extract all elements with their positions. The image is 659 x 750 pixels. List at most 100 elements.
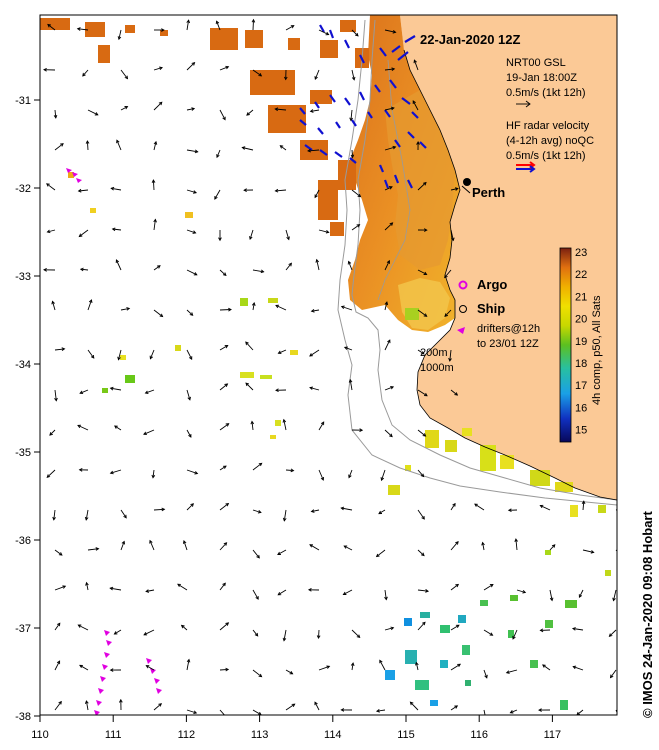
- current-vector-head: [193, 710, 198, 715]
- current-vector: [384, 260, 390, 271]
- current-vector: [384, 107, 395, 111]
- current-vector: [351, 189, 361, 198]
- model-legend-line-2: 19-Jan 18:00Z: [506, 72, 577, 84]
- current-vector-head: [512, 635, 516, 640]
- current-vector: [152, 469, 155, 478]
- y-tick-label: -38: [15, 711, 31, 723]
- current-vector-head: [62, 585, 67, 589]
- current-vector: [613, 589, 617, 601]
- current-vector-head: [187, 396, 191, 401]
- current-vector: [186, 189, 197, 194]
- drifters-legend-line-1: drifters@12h: [477, 323, 540, 335]
- current-vector: [450, 663, 461, 671]
- current-vector: [275, 189, 287, 192]
- model-legend-line-3: 0.5m/s (1kt 12h): [506, 87, 585, 99]
- current-vector: [120, 509, 127, 519]
- current-vector-head: [618, 717, 621, 720]
- current-vector-head: [258, 462, 263, 467]
- drifters-legend-line-2: to 23/01 12Z: [477, 338, 539, 350]
- current-vector-head: [193, 272, 198, 276]
- current-vector: [153, 508, 165, 511]
- x-tick-label: 111: [105, 729, 122, 741]
- current-vector: [219, 668, 229, 671]
- current-vector-head: [51, 300, 55, 305]
- current-vector: [54, 143, 64, 151]
- current-vector: [549, 544, 556, 551]
- current-vector: [483, 709, 486, 715]
- current-vector: [413, 60, 419, 71]
- colorbar-tick-label: 20: [575, 314, 587, 326]
- current-vector: [186, 469, 198, 475]
- current-vector-head: [275, 304, 280, 309]
- current-vector-head: [286, 236, 290, 241]
- current-vector: [309, 387, 320, 391]
- current-vector-head: [225, 65, 230, 70]
- current-vector-head: [186, 658, 191, 663]
- current-vector-head: [115, 259, 120, 264]
- current-vector-head: [340, 708, 345, 712]
- current-vector-head: [277, 551, 281, 555]
- current-vector: [318, 229, 329, 233]
- current-vector-head: [214, 195, 218, 200]
- y-tick-label: -37: [15, 623, 31, 635]
- current-vector-head: [85, 140, 90, 144]
- current-vector: [252, 629, 259, 637]
- current-vector: [351, 629, 361, 638]
- colorbar-tick-label: 16: [575, 402, 587, 414]
- current-vector-head: [123, 514, 127, 519]
- drifter-tracks: [66, 168, 162, 715]
- current-vector-head: [153, 218, 157, 223]
- current-vector: [115, 259, 122, 271]
- current-vector: [417, 389, 428, 397]
- current-vector: [186, 503, 194, 511]
- current-vector-head: [52, 516, 56, 521]
- current-vector: [118, 349, 122, 360]
- current-vector-head: [539, 628, 544, 633]
- current-vector-head: [572, 665, 577, 670]
- argo-label: Argo: [477, 277, 507, 292]
- current-vector-head: [448, 357, 452, 362]
- current-vector-head: [423, 313, 428, 317]
- current-vector-head: [444, 313, 449, 317]
- current-vector-head: [182, 540, 187, 544]
- colorbar-caption: 4h comp, p50, All Sats: [591, 295, 603, 405]
- current-vector-head: [326, 665, 331, 669]
- current-vector-head: [455, 624, 460, 629]
- argo-symbol: [458, 280, 468, 290]
- current-vector: [219, 465, 227, 471]
- current-vector-head: [274, 107, 279, 112]
- current-vector-head: [223, 542, 228, 546]
- current-vector: [384, 627, 394, 631]
- current-vector-head: [255, 596, 259, 600]
- current-vector: [384, 339, 391, 351]
- current-vector-head: [246, 112, 250, 116]
- current-vector-head: [243, 188, 247, 192]
- current-vector-head: [190, 503, 194, 507]
- current-vector-head: [275, 388, 279, 393]
- current-vector-head: [415, 661, 419, 666]
- current-vector: [145, 389, 155, 394]
- current-vector: [450, 584, 459, 591]
- current-vector-head: [113, 631, 118, 635]
- current-vector: [417, 182, 427, 191]
- current-vector-head: [251, 301, 256, 306]
- current-vector: [77, 424, 89, 431]
- current-vector: [450, 229, 454, 241]
- current-vector-head: [309, 386, 314, 390]
- current-vector: [177, 583, 188, 591]
- current-vector-head: [216, 154, 220, 159]
- current-vector: [181, 625, 188, 631]
- current-vector-head: [60, 143, 64, 147]
- current-vector: [410, 701, 419, 711]
- current-vector-head: [457, 663, 462, 668]
- current-vector-head: [618, 553, 621, 556]
- current-vector: [450, 503, 456, 511]
- current-vector-head: [343, 545, 348, 549]
- current-vector-head: [309, 544, 314, 548]
- y-tick-label: -34: [15, 359, 31, 371]
- sst-scatter-yellow: [68, 172, 419, 439]
- current-vector: [149, 349, 155, 359]
- current-vector-head: [538, 708, 542, 712]
- current-vector-head: [159, 66, 164, 71]
- current-vector: [86, 140, 89, 151]
